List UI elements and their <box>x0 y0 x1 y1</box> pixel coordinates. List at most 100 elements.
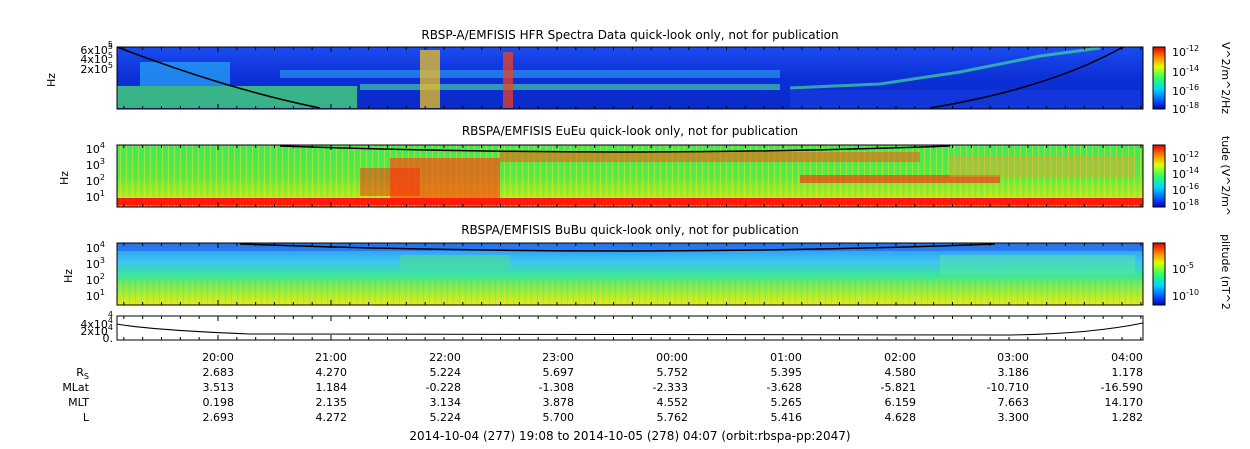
ephemeris-value: 5.416 <box>771 411 803 424</box>
svg-text:2x105: 2x105 <box>80 61 113 76</box>
ephemeris-value: -1.308 <box>539 381 574 394</box>
ephemeris-row-mlt: MLT 0.198 2.135 3.134 3.878 4.552 5.265 … <box>68 396 1143 409</box>
x-tick-label: 23:00 <box>542 351 574 364</box>
svg-text:10-14: 10-14 <box>1172 166 1199 181</box>
line-yticks: 4x104 2x104 0. 4 <box>80 310 113 345</box>
ephemeris-value: 6.159 <box>885 396 917 409</box>
ephemeris-value: 3.300 <box>998 411 1030 424</box>
line-trace <box>116 322 1144 336</box>
ephemeris-value: -16.590 <box>1101 381 1143 394</box>
ephemeris-value: -0.228 <box>426 381 461 394</box>
svg-text:10-5: 10-5 <box>1172 261 1194 276</box>
x-tick-marks <box>123 47 1142 340</box>
eueu-features <box>117 145 1143 207</box>
ephemeris-value: -3.628 <box>767 381 802 394</box>
svg-text:103: 103 <box>86 157 105 172</box>
ephemeris-value: 4.270 <box>316 366 348 379</box>
svg-text:104: 104 <box>86 240 105 255</box>
hfr-colorbar: 10-12 10-14 10-16 10-18 V^2/m^2/Hz <box>1152 42 1232 116</box>
hfr-frame <box>116 46 1144 110</box>
panel-bubu: RBSPA/EMFISIS BuBu quick-look only, not … <box>62 223 1232 310</box>
hfr-yticks: 2x105 4x105 6x105 5 <box>80 40 113 76</box>
ephemeris-value: 5.762 <box>657 411 689 424</box>
x-tick-label: 00:00 <box>656 351 688 364</box>
eueu-ylabel: Hz <box>58 171 71 185</box>
bubu-frame <box>116 242 1144 306</box>
ephemeris-value: 7.663 <box>998 396 1030 409</box>
svg-text:10-18: 10-18 <box>1172 198 1199 213</box>
x-tick-label: 03:00 <box>997 351 1029 364</box>
bubu-yticks: 104 103 102 101 <box>86 240 105 303</box>
svg-text:102: 102 <box>86 272 105 287</box>
x-tick-label: 01:00 <box>770 351 802 364</box>
x-tick-label: 21:00 <box>315 351 347 364</box>
ephemeris-value: 2.693 <box>203 411 235 424</box>
ephemeris-value: 1.282 <box>1112 411 1144 424</box>
ephemeris-label: L <box>83 411 90 424</box>
hfr-black-curve <box>116 46 321 109</box>
ephemeris-value: 4.628 <box>885 411 917 424</box>
ephemeris-row-mlat: MLat 3.513 1.184 -0.228 -1.308 -2.333 -3… <box>62 381 1143 394</box>
svg-text:103: 103 <box>86 256 105 271</box>
panel-hfr-title: RBSP-A/EMFISIS HFR Spectra Data quick-lo… <box>421 28 838 42</box>
ephemeris-value: 5.265 <box>771 396 803 409</box>
ephemeris-value: -10.710 <box>987 381 1029 394</box>
eueu-frame <box>116 144 1144 208</box>
eueu-yticks: 104 103 102 101 <box>86 141 105 204</box>
eueu-colorbar: 10-12 10-14 10-16 10-18 tude (V^2/m^ <box>1152 136 1232 216</box>
panel-line: 4x104 2x104 0. 4 <box>80 310 1144 345</box>
time-range-footer: 2014-10-04 (277) 19:08 to 2014-10-05 (27… <box>409 429 850 443</box>
svg-text:5: 5 <box>108 40 113 49</box>
ephemeris-row-l: L 2.693 4.272 5.224 5.700 5.762 5.416 4.… <box>83 411 1143 424</box>
x-tick-label: 02:00 <box>884 351 916 364</box>
ephemeris-value: 5.224 <box>430 411 462 424</box>
svg-text:101: 101 <box>86 189 105 204</box>
ephemeris-value: 5.700 <box>543 411 575 424</box>
ephemeris-value: 5.697 <box>543 366 575 379</box>
ephemeris-value: 1.184 <box>316 381 348 394</box>
eueu-colorbar-label: tude (V^2/m^ <box>1219 136 1232 216</box>
svg-text:101: 101 <box>86 288 105 303</box>
ephemeris-value: 0.198 <box>203 396 235 409</box>
bubu-features <box>117 243 1143 305</box>
ephemeris-value: 4.552 <box>657 396 689 409</box>
panel-bubu-title: RBSPA/EMFISIS BuBu quick-look only, not … <box>461 223 799 237</box>
x-tick-labels: 20:00 21:00 22:00 23:00 00:00 01:00 02:0… <box>202 351 1143 364</box>
svg-text:10-18: 10-18 <box>1172 101 1199 116</box>
ephemeris-value: 3.186 <box>998 366 1030 379</box>
svg-text:RS: RS <box>76 366 89 381</box>
svg-text:104: 104 <box>86 141 105 156</box>
hfr-colorbar-label: V^2/m^2/Hz <box>1219 42 1232 114</box>
line-frame <box>116 315 1144 341</box>
ephemeris-value: 3.134 <box>430 396 462 409</box>
ephemeris-value: 2.683 <box>203 366 235 379</box>
bubu-colorbar: 10-5 10-10 plitude (nT^2 <box>1152 234 1232 310</box>
ephemeris-value: 14.170 <box>1105 396 1144 409</box>
panel-hfr: RBSP-A/EMFISIS HFR Spectra Data quick-lo… <box>45 28 1232 116</box>
ephemeris-value: 4.580 <box>885 366 917 379</box>
ephemeris-value: 3.878 <box>543 396 575 409</box>
panel-eueu: RBSPA/EMFISIS EuEu quick-look only, not … <box>58 124 1232 216</box>
svg-text:4: 4 <box>108 310 113 319</box>
ephemeris-label: MLat <box>62 381 89 394</box>
x-tick-label: 04:00 <box>1111 351 1143 364</box>
bubu-colorbar-label: plitude (nT^2 <box>1219 234 1232 310</box>
ephemeris-value: 5.395 <box>771 366 803 379</box>
svg-text:6x105: 6x105 <box>80 42 113 57</box>
svg-text:10-12: 10-12 <box>1172 44 1199 59</box>
svg-text:4x104: 4x104 <box>80 316 113 331</box>
eueu-black-curve <box>279 145 951 153</box>
svg-text:10-12: 10-12 <box>1172 150 1199 165</box>
hfr-black-curve-right <box>929 46 1124 109</box>
panel-eueu-title: RBSPA/EMFISIS EuEu quick-look only, not … <box>462 124 798 138</box>
ephemeris-label: R <box>76 366 84 379</box>
ephemeris-value: 1.178 <box>1112 366 1144 379</box>
svg-text:2x104: 2x104 <box>80 323 113 338</box>
x-tick-label: 22:00 <box>429 351 461 364</box>
ephemeris-value: 2.135 <box>316 396 348 409</box>
ephemeris-row-rs: RS 2.683 4.270 5.224 5.697 5.752 5.395 4… <box>76 366 1143 381</box>
ephemeris-value: 4.272 <box>316 411 348 424</box>
svg-text:10-10: 10-10 <box>1172 288 1199 303</box>
hfr-ylabel: Hz <box>45 73 58 87</box>
